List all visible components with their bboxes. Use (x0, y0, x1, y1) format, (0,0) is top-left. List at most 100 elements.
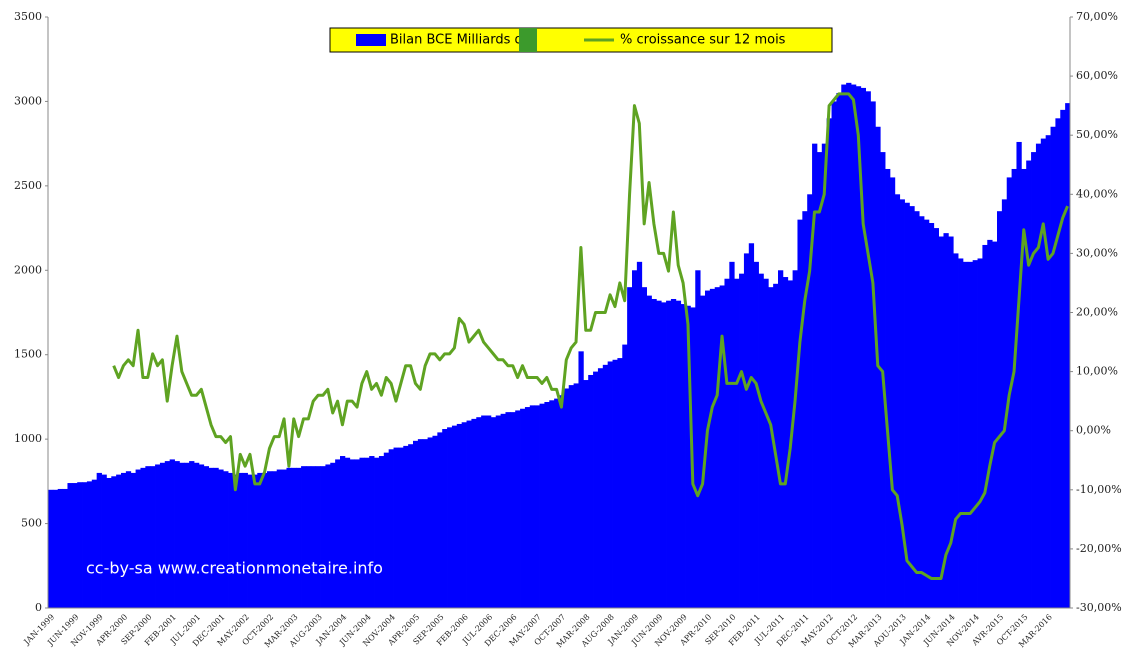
bar (967, 261, 974, 608)
bar (505, 412, 511, 608)
bar (228, 472, 234, 608)
bar (340, 456, 346, 608)
bar (933, 228, 939, 609)
bar (826, 118, 832, 609)
y-tick-label: 2500 (14, 179, 42, 192)
bar (524, 407, 531, 608)
bar (748, 243, 755, 609)
bar (1016, 141, 1022, 608)
y2-tick-label: -20,00% (1076, 542, 1122, 555)
bar (763, 278, 769, 608)
bar (841, 84, 847, 609)
bar (315, 466, 321, 608)
bar (150, 466, 156, 608)
y2-tick-label: -30,00% (1076, 601, 1122, 614)
bar (86, 481, 93, 608)
bar (111, 476, 117, 608)
bar (456, 423, 463, 608)
bar (179, 462, 185, 608)
bar (680, 304, 686, 608)
bar (753, 261, 759, 608)
bar (768, 287, 774, 608)
bar (159, 462, 166, 608)
bar (1050, 126, 1056, 608)
bar (894, 194, 901, 609)
bar (57, 488, 63, 608)
bar (471, 418, 477, 608)
bar (851, 84, 857, 609)
bar (1035, 143, 1042, 608)
bar (855, 86, 862, 608)
bar (1026, 160, 1032, 608)
legend-label: Bilan BCE Milliards d'€ (390, 33, 535, 48)
bar (374, 457, 380, 608)
bar (271, 471, 278, 608)
bar (1021, 168, 1027, 608)
bar (846, 82, 852, 608)
bar (904, 202, 910, 608)
bar (96, 472, 102, 608)
bar (437, 432, 443, 608)
bar (685, 305, 691, 608)
bar (223, 471, 229, 608)
bar (675, 300, 682, 608)
bar (121, 472, 127, 608)
watermark: cc-by-sa www.creationmonetaire.info (86, 559, 383, 578)
bar (899, 199, 905, 608)
bar (734, 278, 740, 608)
bar (388, 449, 394, 608)
bar (335, 459, 341, 608)
bar (573, 383, 579, 608)
y2-tick-label: 70,00% (1076, 10, 1118, 23)
bar (529, 405, 536, 608)
bar (77, 482, 83, 608)
bar (612, 359, 618, 608)
bar (563, 388, 570, 608)
bar (597, 368, 604, 608)
bar (821, 143, 828, 608)
bar (651, 298, 657, 608)
bar (928, 223, 935, 608)
bar (325, 464, 331, 608)
bar (992, 241, 998, 608)
bar (646, 295, 652, 608)
bar (700, 295, 706, 608)
bar (1001, 199, 1008, 608)
bar (442, 429, 448, 608)
bar (724, 278, 730, 608)
bar (520, 408, 526, 608)
bar (257, 472, 263, 608)
bar (802, 211, 808, 608)
bar (301, 466, 307, 608)
legend-label: % croissance sur 12 mois (620, 33, 786, 48)
bar (413, 440, 419, 608)
bar (1065, 103, 1071, 609)
bar (792, 270, 798, 608)
bar (1045, 135, 1051, 608)
bar (378, 456, 385, 608)
line (112, 92, 1069, 580)
bar (807, 194, 813, 609)
bar (782, 277, 789, 608)
bar (432, 435, 438, 608)
bar (130, 472, 136, 608)
bar (515, 410, 521, 608)
bar (534, 405, 540, 608)
bar (972, 260, 978, 608)
bar (417, 439, 424, 608)
bar (213, 467, 219, 608)
bar (72, 483, 78, 608)
bar (666, 300, 672, 608)
bar (451, 425, 458, 608)
y-tick-label: 2000 (14, 263, 42, 276)
bar (831, 101, 837, 608)
bar (924, 219, 930, 608)
y2-tick-label: -10,00% (1076, 483, 1122, 496)
legend-swatch (356, 34, 386, 46)
bar (943, 233, 949, 608)
bar (568, 385, 574, 608)
bar (320, 466, 326, 608)
bar (1011, 168, 1017, 608)
bar (661, 302, 667, 608)
bar (427, 437, 433, 608)
